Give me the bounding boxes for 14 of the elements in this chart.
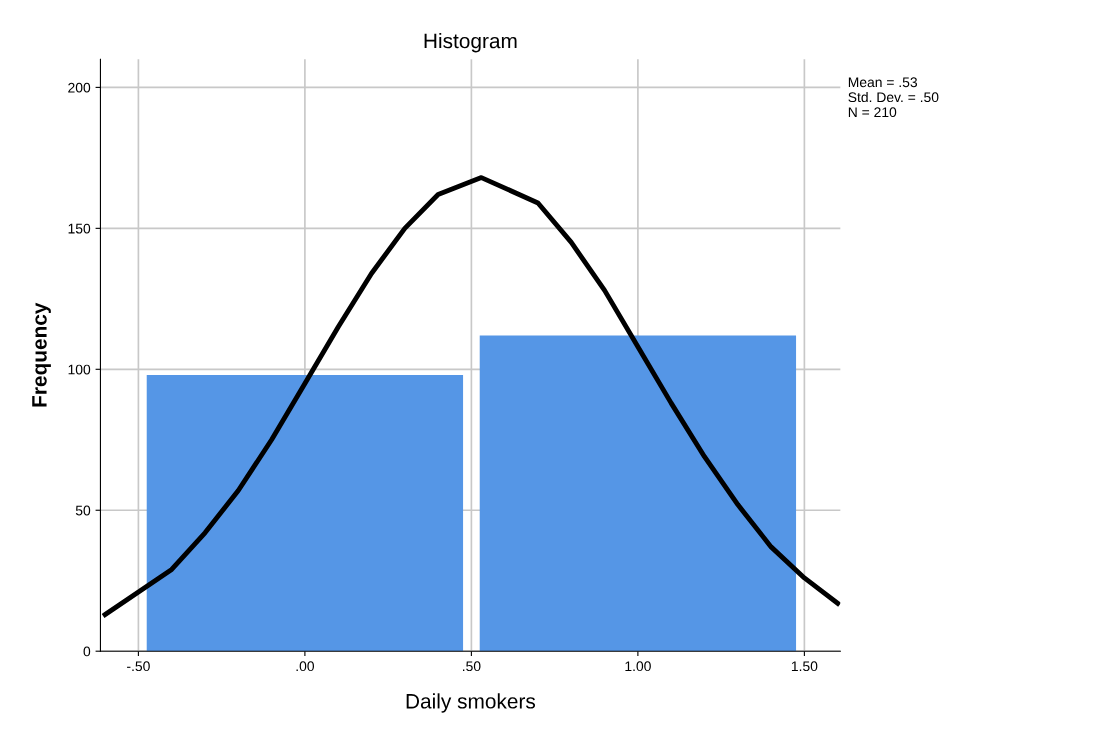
text: Mean = .53 Std. Dev. = .50 N = 210: [848, 77, 939, 118]
x-tick-label: 1.50: [791, 661, 818, 672]
y-axis-title: Frequency: [32, 302, 51, 407]
y-tick-label: 200: [68, 82, 91, 93]
y-tick-label: 0: [83, 646, 91, 657]
x-tick-label: .00: [296, 661, 315, 672]
y-tick-label: 50: [75, 505, 91, 516]
x-axis-title: Daily smokers: [406, 693, 536, 713]
x-tick-label: -.50: [127, 661, 150, 672]
chart-title: Histogram: [424, 32, 517, 53]
y-tick-label: 150: [68, 223, 91, 234]
x-tick-label: 1.00: [625, 661, 651, 672]
x-tick-label: .50: [463, 661, 481, 672]
y-tick-label: 100: [68, 364, 91, 375]
